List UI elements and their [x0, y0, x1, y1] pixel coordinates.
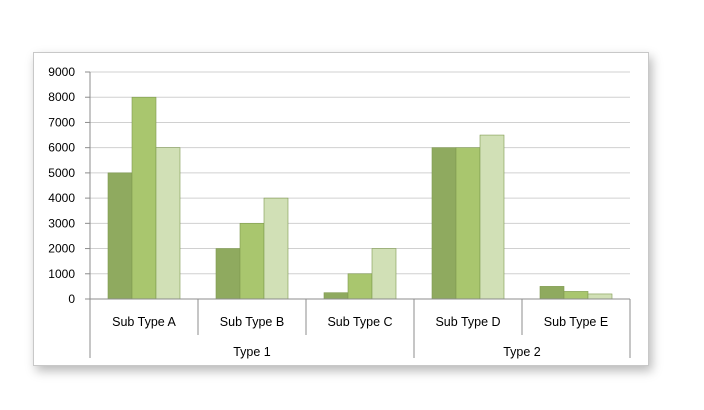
y-tick-label-0: 0 — [68, 292, 75, 306]
bar-2-0 — [323, 292, 349, 300]
y-tick-label-6: 6000 — [48, 141, 75, 155]
bar-0-0 — [107, 172, 133, 300]
y-tick-label-5: 5000 — [48, 166, 75, 180]
x-tick-label-1: Sub Type B — [220, 315, 284, 329]
group-label-0: Type 1 — [233, 345, 271, 359]
bar-0-2 — [155, 147, 181, 300]
y-tick-label-8: 8000 — [48, 90, 75, 104]
bar-0-1 — [131, 96, 157, 300]
x-tick-label-0: Sub Type A — [112, 315, 176, 329]
x-tick-label-4: Sub Type E — [544, 315, 608, 329]
bar-1-1 — [239, 223, 265, 300]
y-tick-label-7: 7000 — [48, 115, 75, 129]
y-tick-label-9: 9000 — [48, 65, 75, 79]
bar-2-1 — [347, 273, 373, 300]
y-tick-label-2: 2000 — [48, 242, 75, 256]
y-tick-label-3: 3000 — [48, 216, 75, 230]
bar-1-0 — [215, 248, 241, 300]
y-tick-label-1: 1000 — [48, 267, 75, 281]
bar-3-0 — [431, 147, 457, 300]
bar-4-1 — [563, 291, 589, 300]
bar-4-2 — [587, 293, 613, 300]
bar-4-0 — [539, 286, 565, 300]
group-label-1: Type 2 — [503, 345, 541, 359]
bar-3-2 — [479, 134, 505, 300]
x-tick-label-3: Sub Type D — [435, 315, 500, 329]
bar-3-1 — [455, 147, 481, 300]
x-tick-label-2: Sub Type C — [327, 315, 392, 329]
bar-1-2 — [263, 197, 289, 300]
y-tick-label-4: 4000 — [48, 191, 75, 205]
bar-2-2 — [371, 248, 397, 300]
